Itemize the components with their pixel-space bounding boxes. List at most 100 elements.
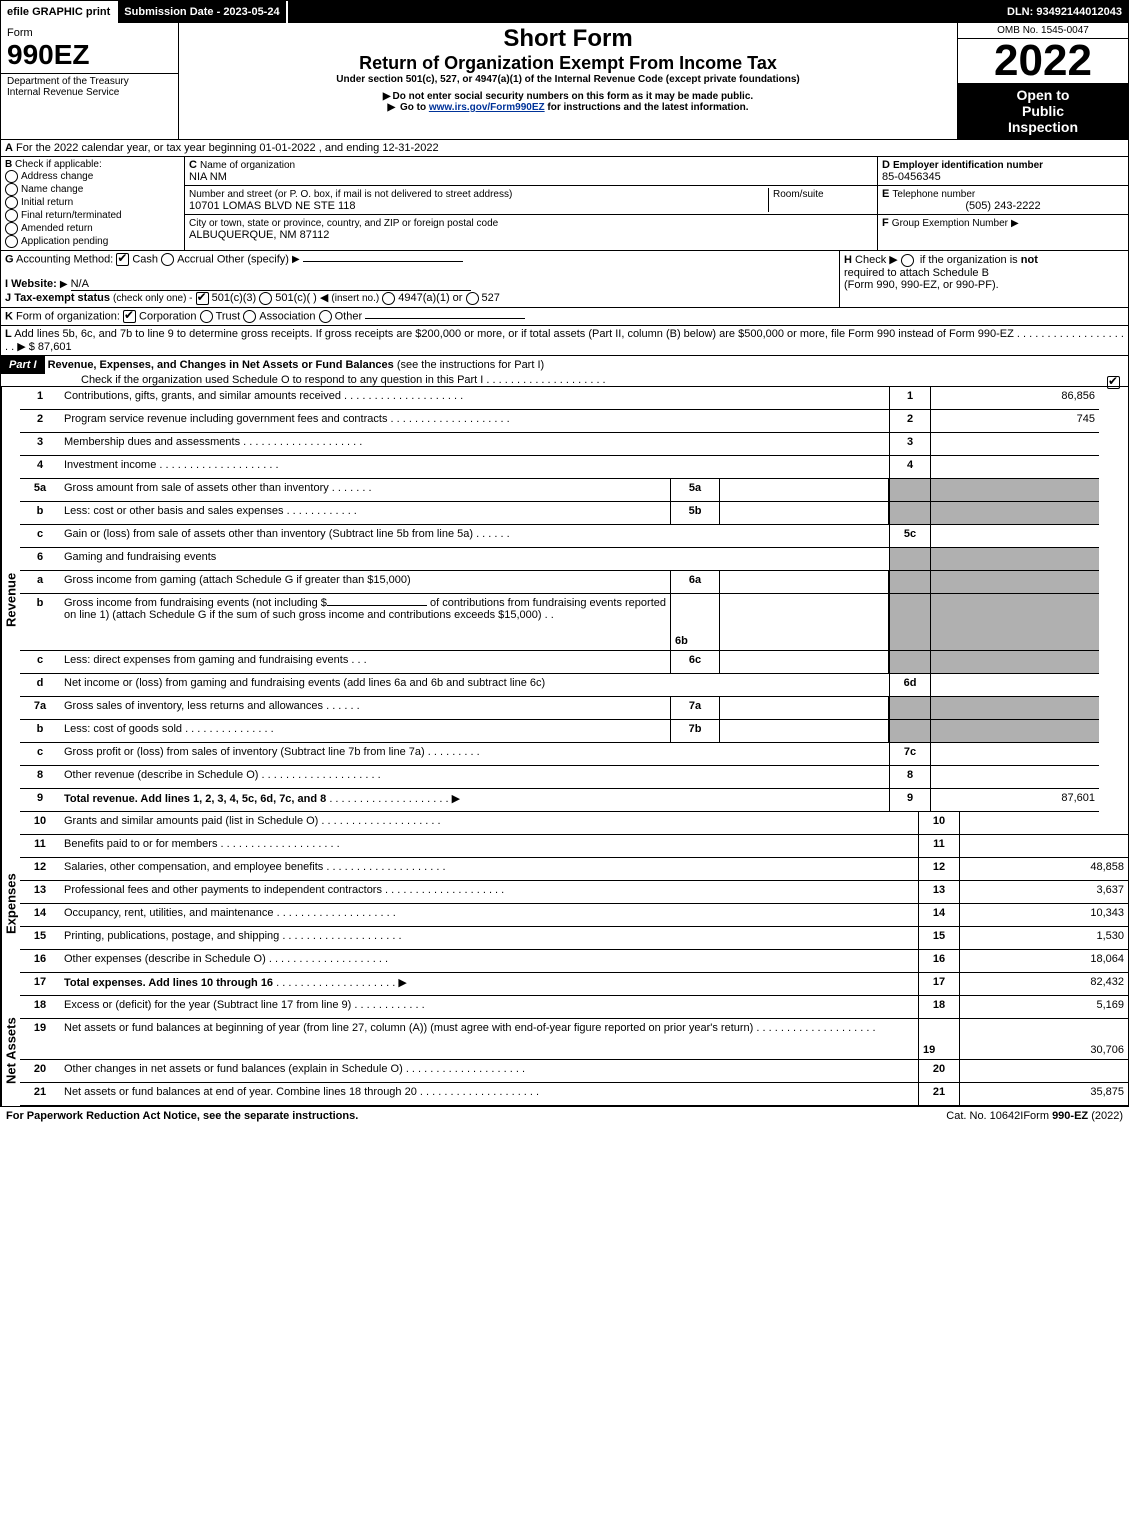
chk-accrual[interactable] (161, 253, 174, 266)
chk-other-org[interactable] (319, 310, 332, 323)
side-net-assets: Net Assets (1, 996, 20, 1106)
chk-address-change[interactable] (5, 170, 18, 183)
chk-association[interactable] (243, 310, 256, 323)
section-a-text: For the 2022 calendar year, or tax year … (16, 142, 439, 154)
letter-h: H (844, 254, 852, 266)
side-expenses: Expenses (1, 812, 20, 996)
chk-cash[interactable] (116, 253, 129, 266)
section-gh: G Accounting Method: Cash Accrual Other … (1, 251, 1128, 308)
chk-501c[interactable] (259, 292, 272, 305)
other-org-input[interactable] (365, 318, 525, 319)
opt-501c3: 501(c)(3) (212, 292, 257, 304)
chk-amended-return[interactable] (5, 222, 18, 235)
part1-check-note: Check if the organization used Schedule … (1, 374, 483, 386)
val-20 (960, 1060, 1128, 1082)
dept-treasury: Department of the Treasury (7, 76, 172, 87)
fundraising-amount-input[interactable] (327, 605, 427, 606)
chk-501c3[interactable] (196, 292, 209, 305)
opt-other-org: Other (335, 310, 363, 322)
tax-exempt-note: (check only one) - (113, 293, 192, 304)
revenue-block: Revenue 1Contributions, gifts, grants, a… (1, 387, 1099, 812)
room-label: Room/suite (773, 189, 824, 200)
part1-heading-note: (see the instructions for Part I) (397, 359, 544, 371)
letter-j: J (5, 292, 11, 304)
letter-a: A (5, 142, 13, 154)
chk-trust[interactable] (200, 310, 213, 323)
opt-final-return: Final return/terminated (21, 210, 122, 221)
form-number: 990EZ (7, 39, 172, 71)
opt-cash: Cash (132, 253, 158, 265)
opt-527: 527 (482, 292, 500, 304)
arrow-icon (60, 278, 68, 290)
opt-501c: 501(c)( ) (275, 292, 317, 304)
group-exemption-label: Group Exemption Number (892, 218, 1008, 229)
letter-d: D (882, 159, 890, 171)
section-bcdef: B Check if applicable: Address change Na… (1, 157, 1128, 251)
section-a: A For the 2022 calendar year, or tax yea… (1, 140, 1128, 157)
note-ssn: Do not enter social security numbers on … (185, 91, 951, 102)
arrow-icon (387, 102, 397, 113)
topbar: efile GRAPHIC print Submission Date - 20… (1, 1, 1128, 23)
val-11 (960, 835, 1128, 857)
val-12: 48,858 (960, 858, 1128, 880)
chk-final-return[interactable] (5, 209, 18, 222)
city-label: City or town, state or province, country… (189, 218, 498, 229)
ein-value: 85-0456345 (882, 171, 941, 183)
chk-schedule-b[interactable] (901, 254, 914, 267)
letter-k: K (5, 310, 13, 322)
chk-name-change[interactable] (5, 183, 18, 196)
val-4 (931, 456, 1099, 478)
opt-association: Association (259, 310, 315, 322)
val-19: 30,706 (960, 1019, 1128, 1059)
val-17: 82,432 (960, 973, 1128, 995)
h-not: not (1021, 254, 1038, 266)
val-16: 18,064 (960, 950, 1128, 972)
opt-corporation: Corporation (139, 310, 196, 322)
title-return: Return of Organization Exempt From Incom… (185, 53, 951, 74)
val-2: 745 (931, 410, 1099, 432)
opt-trust: Trust (216, 310, 241, 322)
chk-4947a1[interactable] (382, 292, 395, 305)
link-irs-990ez[interactable]: www.irs.gov/Form990EZ (429, 102, 545, 113)
opt-accrual: Accrual (177, 253, 214, 265)
addr-label: Number and street (or P. O. box, if mail… (189, 189, 512, 200)
gross-receipts-value: $ 87,601 (29, 341, 72, 353)
opt-other-specify: Other (specify) (217, 253, 289, 265)
h-text2: if the organization is (920, 254, 1018, 266)
note-goto-pre: Go to (400, 102, 429, 113)
form-org-label: Form of organization: (16, 310, 120, 322)
org-address: 10701 LOMAS BLVD NE STE 118 (189, 200, 356, 212)
part1-header-row: Part I Revenue, Expenses, and Changes in… (1, 356, 1128, 387)
opt-address-change: Address change (21, 171, 93, 182)
val-6d (931, 674, 1099, 696)
footer-paperwork: For Paperwork Reduction Act Notice, see … (6, 1110, 946, 1122)
val-7c (931, 743, 1099, 765)
section-k: K Form of organization: Corporation Trus… (1, 308, 1128, 326)
footer: For Paperwork Reduction Act Notice, see … (0, 1107, 1129, 1125)
chk-initial-return[interactable] (5, 196, 18, 209)
chk-schedule-o[interactable] (1107, 376, 1120, 389)
val-14: 10,343 (960, 904, 1128, 926)
chk-corporation[interactable] (123, 310, 136, 323)
val-15: 1,530 (960, 927, 1128, 949)
other-specify-input[interactable] (303, 261, 463, 262)
val-21: 35,875 (960, 1083, 1128, 1105)
val-5c (931, 525, 1099, 547)
footer-form-pre: Form (1023, 1110, 1052, 1122)
website-label: Website: (11, 278, 57, 290)
letter-b: B (5, 159, 12, 170)
efile-print[interactable]: efile GRAPHIC print (1, 1, 118, 23)
val-8 (931, 766, 1099, 788)
arrow-icon (1011, 217, 1019, 229)
submission-date: Submission Date - 2023-05-24 (118, 1, 287, 23)
chk-application-pending[interactable] (5, 235, 18, 248)
note-goto-post: for instructions and the latest informat… (547, 102, 748, 113)
footer-cat-no: Cat. No. 10642I (946, 1110, 1023, 1122)
opt-insert-no: (insert no.) (331, 293, 379, 304)
opt-application-pending: Application pending (21, 236, 108, 247)
dept-irs: Internal Revenue Service (7, 87, 172, 98)
side-revenue: Revenue (1, 387, 20, 812)
form-container: efile GRAPHIC print Submission Date - 20… (0, 0, 1129, 1107)
chk-527[interactable] (466, 292, 479, 305)
val-9: 87,601 (931, 789, 1099, 811)
